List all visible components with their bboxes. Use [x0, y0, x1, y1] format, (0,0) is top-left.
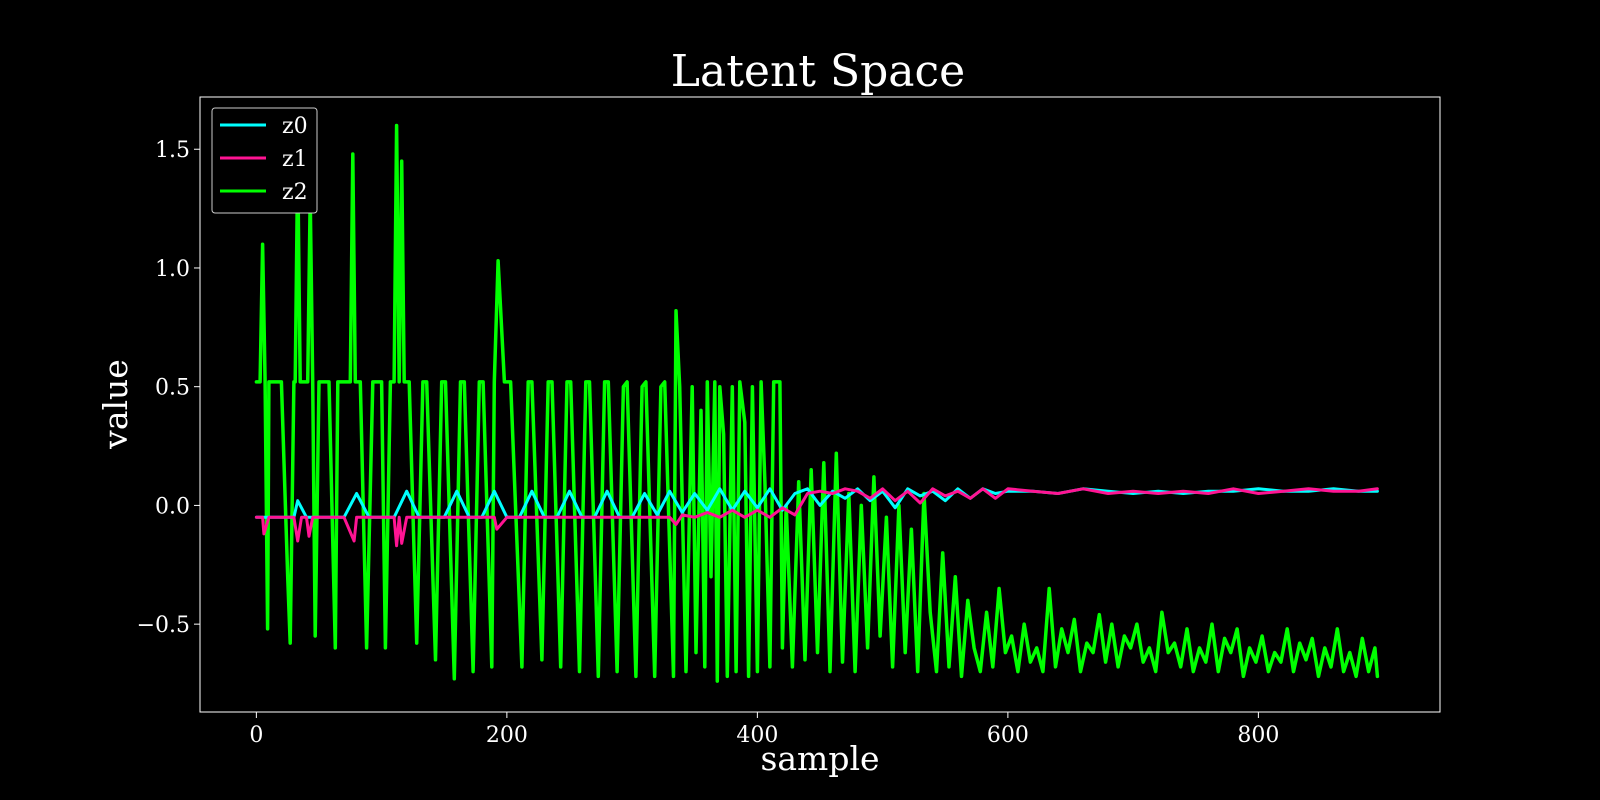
legend-label-z2: z2 — [282, 180, 308, 205]
legend: z0 z1 z2 — [211, 107, 318, 214]
y-axis-label: value — [96, 359, 135, 450]
x-tick-label: 0 — [249, 723, 263, 748]
y-axis-ticks: −0.5 0.0 0.5 1.0 1.5 — [137, 138, 200, 638]
legend-box — [211, 107, 318, 214]
legend-label-z1: z1 — [282, 147, 308, 172]
x-axis-label: sample — [760, 739, 879, 778]
y-tick-label: 0.5 — [155, 376, 190, 401]
x-tick-label: 600 — [987, 723, 1029, 748]
x-tick-label: 800 — [1237, 723, 1279, 748]
series-layer — [254, 123, 1380, 683]
y-tick-label: 0.0 — [155, 494, 190, 519]
legend-label-z0: z0 — [282, 114, 308, 139]
x-tick-label: 400 — [736, 723, 778, 748]
chart-title: Latent Space — [671, 46, 965, 97]
series-line-z1 — [254, 487, 1379, 548]
y-tick-label: 1.0 — [155, 257, 190, 282]
y-tick-label: 1.5 — [155, 138, 190, 163]
series-line-z2 — [254, 123, 1380, 683]
y-tick-label: −0.5 — [137, 613, 190, 638]
x-axis-ticks: 0 200 400 600 800 — [249, 712, 1279, 748]
x-tick-label: 200 — [486, 723, 528, 748]
plot-frame — [199, 96, 1441, 713]
